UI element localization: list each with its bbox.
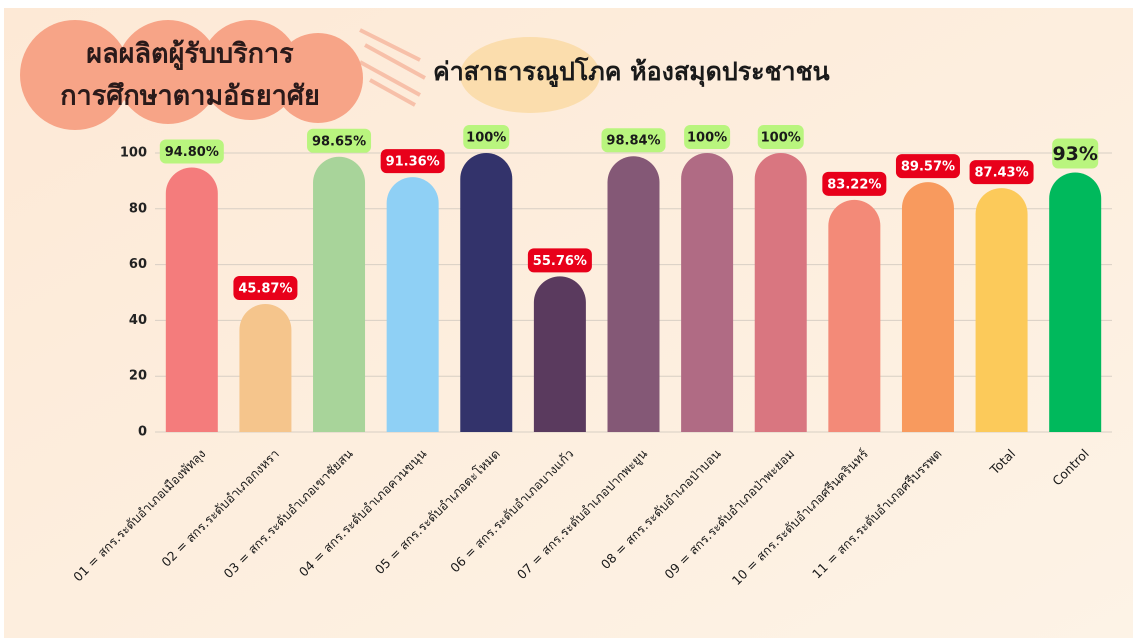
value-label: 55.76%: [533, 254, 587, 269]
bar: [166, 168, 218, 432]
bar: [902, 182, 954, 432]
value-label: 45.87%: [238, 282, 292, 297]
bar: [460, 153, 512, 432]
bar: [239, 304, 291, 432]
y-tick-label: 80: [129, 201, 147, 216]
value-label: 89.57%: [901, 160, 955, 175]
bar: [828, 200, 880, 432]
value-label: 100%: [761, 131, 801, 146]
value-label: 98.84%: [606, 134, 660, 149]
value-label: 91.36%: [386, 155, 440, 170]
value-label: 100%: [687, 131, 727, 146]
y-tick-label: 100: [120, 146, 147, 161]
bar: [681, 153, 733, 432]
value-label: 87.43%: [974, 166, 1028, 181]
value-label: 93%: [1052, 143, 1097, 165]
value-label: 100%: [466, 131, 506, 146]
bar: [976, 188, 1028, 432]
value-label: 98.65%: [312, 134, 366, 149]
y-tick-label: 0: [138, 425, 147, 440]
title: การศึกษาตามอัธยาศัย: [60, 81, 320, 112]
bar: [534, 276, 586, 432]
title: ผลผลิตผู้รับบริการ: [86, 39, 294, 71]
value-label: 83.22%: [827, 177, 881, 192]
bar: [387, 177, 439, 432]
bar: [608, 156, 660, 432]
y-tick-label: 60: [129, 257, 147, 272]
subtitle: ค่าสาธารณูปโภค ห้องสมุดประชาชน: [433, 56, 830, 88]
y-tick-label: 20: [129, 369, 147, 384]
value-label: 94.80%: [165, 145, 219, 160]
chart: ผลผลิตผู้รับบริการ การศึกษาตามอัธยาศัย ค…: [0, 0, 1137, 642]
bar: [755, 153, 807, 432]
bar: [1049, 173, 1101, 432]
y-tick-label: 40: [129, 313, 147, 328]
bar: [313, 157, 365, 432]
